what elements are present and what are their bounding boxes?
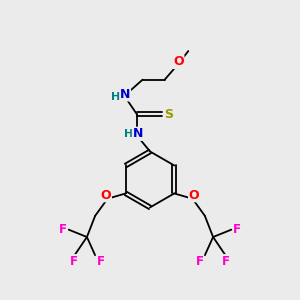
Text: F: F	[222, 255, 230, 268]
Text: O: O	[189, 189, 199, 202]
Text: H: H	[124, 129, 133, 139]
Text: F: F	[97, 255, 104, 268]
Text: F: F	[59, 223, 68, 236]
Text: F: F	[196, 255, 203, 268]
Text: O: O	[173, 56, 184, 68]
Text: N: N	[132, 127, 143, 140]
Text: F: F	[232, 223, 241, 236]
Text: O: O	[101, 189, 111, 202]
Text: H: H	[111, 92, 120, 102]
Text: S: S	[164, 108, 173, 121]
Text: N: N	[120, 88, 130, 101]
Text: F: F	[70, 255, 78, 268]
